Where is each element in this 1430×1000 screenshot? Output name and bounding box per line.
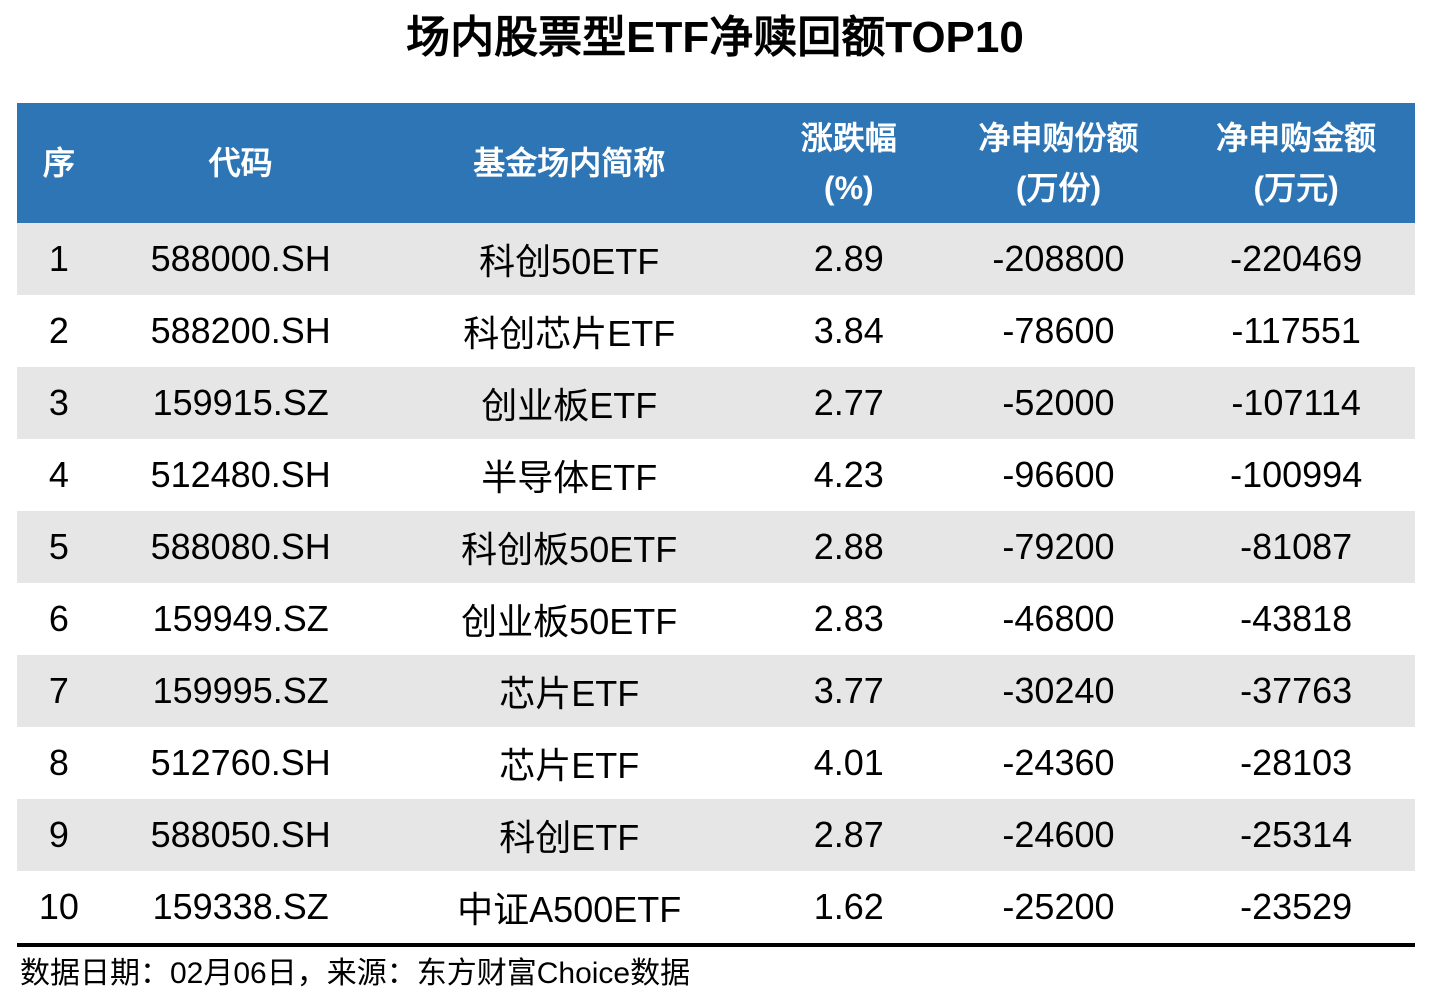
rank-cell: 2 <box>48 310 69 351</box>
header-code: 代码 <box>100 103 381 223</box>
net-amount-cell: -28103 <box>1240 742 1353 783</box>
code-cell: 159949.SZ <box>152 598 329 639</box>
code-cell: 588200.SH <box>150 310 331 351</box>
footer-divider <box>17 943 1415 947</box>
change-pct-cell: 2.88 <box>813 526 884 567</box>
net-amount-cell: -25314 <box>1240 814 1353 855</box>
header-net-amount: 净申购金额 (万元) <box>1177 103 1415 223</box>
fund-name-cell: 中证A500ETF <box>457 889 682 930</box>
net-shares-cell: -24360 <box>1002 742 1115 783</box>
net-amount-cell: -37763 <box>1240 670 1353 711</box>
net-shares-cell: -30240 <box>1002 670 1115 711</box>
header-net-shares-unit: (万份) <box>1015 170 1102 206</box>
net-amount-cell: -107114 <box>1231 382 1361 423</box>
net-shares-cell: -96600 <box>1002 454 1115 495</box>
net-shares-cell: -24600 <box>1002 814 1115 855</box>
etf-redemption-table: 序 代码 基金场内简称 <box>17 103 1415 943</box>
code-cell: 588080.SH <box>150 526 331 567</box>
header-code-label: 代码 <box>208 145 273 181</box>
change-pct-cell: 2.87 <box>813 814 884 855</box>
rank-cell: 3 <box>48 382 69 423</box>
fund-name-cell: 创业板50ETF <box>461 601 678 642</box>
data-source-note: 数据日期：02月06日，来源：东方财富Choice数据 <box>20 957 691 990</box>
code-cell: 159338.SZ <box>152 886 329 927</box>
code-cell: 512760.SH <box>150 742 331 783</box>
rank-cell: 1 <box>48 238 69 279</box>
header-fund-name: 基金场内简称 <box>380 103 758 223</box>
header-rank-label: 序 <box>42 145 75 181</box>
table-row: 2 588200.SH 科创芯片ETF 3.84 -78600 -117551 <box>17 295 1415 367</box>
change-pct-cell: 2.89 <box>813 238 884 279</box>
net-shares-cell: -25200 <box>1002 886 1115 927</box>
rank-cell: 9 <box>48 814 69 855</box>
table-row: 9 588050.SH 科创ETF 2.87 -24600 -25314 <box>17 799 1415 871</box>
fund-name-cell: 科创50ETF <box>479 241 660 282</box>
table-row: 6 159949.SZ 创业板50ETF 2.83 -46800 -43818 <box>17 583 1415 655</box>
code-cell: 588050.SH <box>150 814 331 855</box>
header-rank: 序 <box>17 103 101 223</box>
rank-cell: 4 <box>48 454 69 495</box>
code-cell: 159995.SZ <box>152 670 329 711</box>
header-net-amount-unit: (万元) <box>1253 170 1339 206</box>
code-cell: 588000.SH <box>150 238 331 279</box>
header-fund-name-label: 基金场内简称 <box>473 145 666 181</box>
net-amount-cell: -220469 <box>1230 238 1363 279</box>
net-shares-cell: -52000 <box>1002 382 1115 423</box>
rank-cell: 8 <box>48 742 69 783</box>
etf-table-container: 序 代码 基金场内简称 <box>17 103 1415 943</box>
net-shares-cell: -79200 <box>1002 526 1115 567</box>
net-amount-cell: -81087 <box>1240 526 1353 567</box>
rank-cell: 7 <box>48 670 69 711</box>
fund-name-cell: 半导体ETF <box>481 457 658 498</box>
code-cell: 512480.SH <box>150 454 331 495</box>
fund-name-cell: 芯片ETF <box>499 673 640 714</box>
net-amount-cell: -23529 <box>1240 886 1353 927</box>
net-amount-cell: -100994 <box>1230 454 1363 495</box>
header-change-pct-label: 涨跌幅 <box>800 120 897 156</box>
change-pct-cell: 3.77 <box>813 670 884 711</box>
header-net-shares: 净申购份额 (万份) <box>939 103 1178 223</box>
table-row: 8 512760.SH 芯片ETF 4.01 -24360 -28103 <box>17 727 1415 799</box>
table-row: 10 159338.SZ 中证A500ETF 1.62 -25200 -2352… <box>17 871 1415 943</box>
table-row: 7 159995.SZ 芯片ETF 3.77 -30240 -37763 <box>17 655 1415 727</box>
page-title: 场内股票型ETF净赎回额TOP10 <box>406 13 1024 62</box>
change-pct-cell: 1.62 <box>813 886 884 927</box>
net-shares-cell: -78600 <box>1002 310 1115 351</box>
change-pct-cell: 2.83 <box>813 598 884 639</box>
fund-name-cell: 科创ETF <box>499 817 640 858</box>
header-net-amount-label: 净申购金额 <box>1216 120 1377 156</box>
rank-cell: 6 <box>48 598 69 639</box>
net-amount-cell: -117551 <box>1231 310 1361 351</box>
change-pct-cell: 4.01 <box>813 742 884 783</box>
table-header-row: 序 代码 基金场内简称 <box>17 103 1415 223</box>
rank-cell: 5 <box>48 526 69 567</box>
net-amount-cell: -43818 <box>1240 598 1353 639</box>
table-row: 3 159915.SZ 创业板ETF 2.77 -52000 -107114 <box>17 367 1415 439</box>
header-change-pct-unit: (%) <box>823 170 874 206</box>
fund-name-cell: 创业板ETF <box>481 385 658 426</box>
net-shares-cell: -46800 <box>1002 598 1115 639</box>
change-pct-cell: 3.84 <box>813 310 884 351</box>
code-cell: 159915.SZ <box>152 382 329 423</box>
net-shares-cell: -208800 <box>992 238 1125 279</box>
fund-name-cell: 芯片ETF <box>499 745 640 786</box>
table-row: 4 512480.SH 半导体ETF 4.23 -96600 -100994 <box>17 439 1415 511</box>
table-row: 1 588000.SH 科创50ETF 2.89 -208800 -220469 <box>17 223 1415 295</box>
table-header: 序 代码 基金场内简称 <box>17 103 1415 223</box>
header-change-pct: 涨跌幅 (%) <box>757 103 940 223</box>
change-pct-cell: 2.77 <box>813 382 884 423</box>
table-body: 1 588000.SH 科创50ETF 2.89 -208800 -220469… <box>17 223 1415 943</box>
fund-name-cell: 科创芯片ETF <box>463 313 676 354</box>
rank-cell: 10 <box>38 886 79 927</box>
table-row: 5 588080.SH 科创板50ETF 2.88 -79200 -81087 <box>17 511 1415 583</box>
change-pct-cell: 4.23 <box>813 454 884 495</box>
fund-name-cell: 科创板50ETF <box>461 529 678 570</box>
header-net-shares-label: 净申购份额 <box>978 120 1139 156</box>
